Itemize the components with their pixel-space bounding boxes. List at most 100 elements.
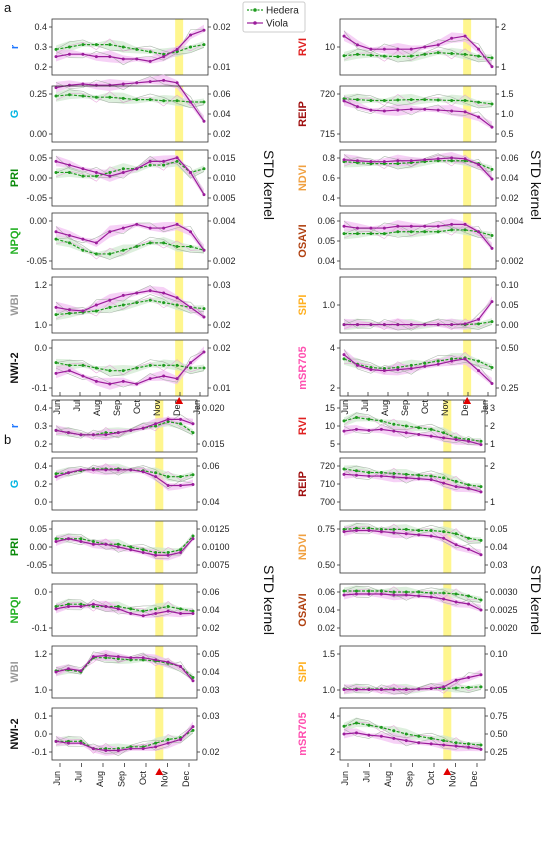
y-tick-label: 0.3 (34, 421, 47, 431)
data-point-hedera (108, 95, 112, 99)
individual-plant-line (343, 46, 493, 63)
index-label: SIPI (297, 295, 309, 316)
series-line-viola (344, 301, 493, 326)
data-point-viola (382, 323, 386, 327)
data-point-hedera (490, 233, 494, 237)
data-point-viola (342, 224, 346, 228)
data-point-viola (104, 605, 108, 609)
y2-tick-label: 0.50 (490, 729, 508, 739)
series-line-viola (343, 732, 482, 750)
data-point-viola (94, 379, 98, 383)
x-tick-label: Dec (469, 771, 479, 788)
data-point-viola (116, 607, 120, 611)
data-point-viola (148, 159, 152, 163)
data-point-viola (423, 224, 427, 228)
data-point-viola (121, 226, 125, 230)
data-point-hedera (392, 422, 396, 426)
y2-tick-label: 0.0075 (202, 560, 230, 570)
data-point-viola (116, 468, 120, 472)
std-kernel-label: STD kernel (261, 565, 277, 635)
individual-plant-line (55, 350, 205, 388)
data-point-viola (477, 317, 481, 321)
data-point-viola (490, 381, 494, 385)
index-label: NWI-2 (9, 718, 21, 749)
series-line-hedera (343, 52, 493, 59)
data-point-hedera (191, 609, 195, 613)
data-point-hedera (404, 732, 408, 736)
series-line-hedera (55, 299, 205, 316)
y2-tick-label: 0.0025 (490, 605, 518, 615)
data-point-viola (79, 540, 83, 543)
plot-frame (339, 339, 497, 397)
y-tick-label: 720 (320, 461, 335, 471)
data-point-hedera (148, 241, 152, 245)
data-point-viola (454, 438, 458, 442)
x-axis: Jun Jul Aug Sep Oct Nov Dec (52, 763, 191, 787)
individual-plant-line (55, 28, 205, 66)
y-tick-label: 0.04 (317, 605, 335, 615)
data-point-viola (175, 222, 179, 226)
data-point-viola (436, 43, 440, 47)
series-line-viola (55, 289, 205, 318)
data-point-hedera (108, 43, 112, 47)
data-point-viola (379, 530, 383, 534)
data-point-hedera (342, 419, 346, 423)
series-line-viola (55, 351, 205, 385)
x-tick-label: Jul (362, 771, 372, 783)
individual-plant-line (55, 600, 194, 614)
data-point-viola (404, 532, 408, 536)
data-point-viola (417, 594, 421, 598)
event-band (463, 150, 472, 206)
data-point-viola (104, 542, 108, 546)
data-point-viola (369, 323, 373, 327)
data-point-hedera (121, 369, 125, 373)
data-point-hedera (81, 43, 85, 47)
data-point-viola (66, 605, 70, 609)
data-point-viola (141, 551, 145, 554)
data-point-hedera (450, 159, 454, 163)
y-tick-label: 0.4 (322, 193, 335, 203)
x-tick-label: Dec (181, 771, 191, 788)
series-line-viola (343, 35, 493, 68)
series-line-viola (343, 428, 482, 446)
data-point-hedera (454, 741, 458, 745)
event-band (175, 213, 184, 269)
y-tick-label: 0.75 (317, 524, 335, 534)
data-point-viola (404, 476, 408, 480)
x-tick-label: Oct (132, 400, 142, 415)
x-tick-label: Dec (460, 400, 470, 417)
std-kernel-label: STD kernel (528, 150, 544, 220)
event-marker-triangle (155, 768, 164, 775)
data-point-hedera (189, 245, 193, 249)
data-point-viola (477, 115, 481, 119)
data-point-viola (490, 65, 494, 69)
data-point-hedera (454, 592, 458, 596)
series-band-viola (56, 464, 193, 491)
data-point-viola (417, 477, 421, 481)
x-tick-label: Jul (360, 400, 370, 412)
data-point-hedera (369, 98, 373, 102)
data-point-hedera (355, 98, 359, 102)
data-point-viola (429, 478, 433, 482)
data-point-hedera (191, 473, 195, 477)
data-point-hedera (367, 417, 371, 421)
data-point-viola (202, 193, 206, 197)
data-point-viola (392, 736, 396, 740)
data-point-viola (382, 369, 386, 373)
data-point-hedera (141, 548, 145, 552)
series-line-hedera (344, 229, 493, 237)
data-point-viola (429, 534, 433, 538)
data-point-hedera (355, 232, 359, 236)
data-point-viola (166, 483, 170, 487)
y-tick-label: 1.2 (34, 649, 47, 659)
series-band-viola (56, 74, 204, 124)
y-tick-label: 2 (330, 383, 335, 393)
data-point-viola (342, 593, 346, 597)
data-point-hedera (429, 736, 433, 740)
data-point-viola (189, 230, 193, 234)
event-band (443, 400, 452, 452)
y2-tick-label: 0.05 (202, 649, 220, 659)
data-point-hedera (162, 241, 166, 245)
y2-tick-label: 2 (490, 461, 495, 471)
y2-tick-label: 0.03 (202, 685, 220, 695)
